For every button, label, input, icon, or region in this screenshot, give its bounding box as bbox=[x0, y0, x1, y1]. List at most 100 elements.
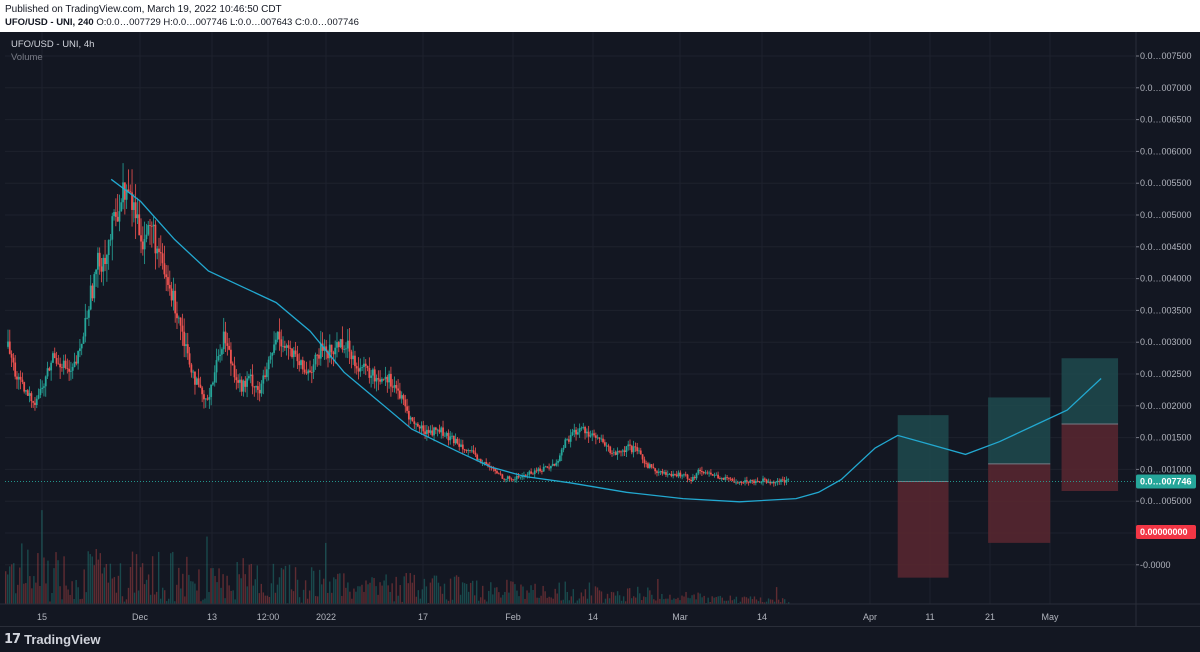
volume-bar bbox=[241, 578, 242, 604]
candle-body bbox=[554, 464, 556, 466]
price-chart[interactable]: 0.0…0075000.0…0070000.0…0065000.0…006000… bbox=[0, 32, 1200, 626]
long-position-target-zone bbox=[1062, 358, 1119, 424]
volume-bar bbox=[104, 567, 105, 604]
candle-body bbox=[248, 376, 250, 378]
candle-body bbox=[250, 375, 252, 376]
candle-body bbox=[377, 378, 379, 379]
volume-bar bbox=[462, 582, 463, 604]
volume-bar bbox=[540, 596, 541, 604]
volume-bar bbox=[458, 577, 459, 604]
tradingview-logo[interactable]: 𝟭𝟳 TradingView bbox=[4, 631, 100, 647]
candle-body bbox=[514, 479, 516, 480]
volume-bar bbox=[637, 587, 638, 604]
candle-body bbox=[455, 439, 457, 443]
candle-body bbox=[685, 474, 687, 475]
volume-bar bbox=[345, 588, 346, 604]
candle-body bbox=[582, 427, 584, 428]
volume-bar bbox=[349, 592, 350, 604]
candle-body bbox=[421, 425, 423, 428]
candle-body bbox=[564, 439, 566, 447]
candle-body bbox=[374, 369, 376, 381]
candle-body bbox=[183, 332, 185, 346]
volume-bar bbox=[343, 573, 344, 604]
volume-bar bbox=[476, 581, 477, 604]
candle-body bbox=[115, 212, 117, 217]
volume-bar bbox=[623, 596, 624, 604]
volume-bar bbox=[768, 598, 769, 604]
volume-bar bbox=[369, 583, 370, 604]
candle-body bbox=[30, 393, 32, 401]
volume-bar bbox=[633, 596, 634, 604]
candle-body bbox=[431, 430, 433, 435]
candle-body bbox=[519, 477, 521, 478]
volume-bar bbox=[685, 592, 686, 604]
chart-legend-volume[interactable]: Volume bbox=[11, 52, 43, 63]
volume-bar bbox=[188, 575, 189, 604]
volume-bar bbox=[355, 592, 356, 604]
candle-body bbox=[223, 332, 225, 350]
candle-body bbox=[473, 450, 475, 452]
time-axis-label: 12:00 bbox=[257, 612, 280, 622]
volume-bar bbox=[363, 592, 364, 604]
volume-bar bbox=[778, 600, 779, 604]
volume-bar bbox=[309, 590, 310, 604]
candle-body bbox=[705, 473, 707, 474]
candle-body bbox=[255, 386, 257, 387]
candle-body bbox=[171, 289, 173, 301]
volume-bar bbox=[150, 595, 151, 604]
candle-body bbox=[189, 353, 191, 364]
volume-bar bbox=[305, 580, 306, 604]
volume-bar bbox=[130, 567, 131, 604]
volume-bar bbox=[45, 583, 46, 604]
volume-bar bbox=[178, 568, 179, 604]
volume-bar bbox=[63, 556, 64, 604]
volume-bar bbox=[444, 584, 445, 604]
candle-body bbox=[555, 463, 557, 466]
long-position-target-zone bbox=[898, 415, 949, 481]
volume-bar bbox=[69, 595, 70, 604]
volume-bar bbox=[760, 597, 761, 604]
volume-bar bbox=[579, 599, 580, 604]
candle-body bbox=[181, 326, 183, 332]
volume-bar bbox=[701, 597, 702, 604]
volume-bar bbox=[7, 574, 8, 604]
volume-bar bbox=[238, 574, 239, 604]
candle-body bbox=[678, 473, 680, 477]
volume-bar bbox=[641, 600, 642, 604]
candle-body bbox=[120, 202, 122, 211]
candle-body bbox=[70, 371, 72, 372]
candle-body bbox=[270, 356, 272, 360]
volume-bar bbox=[454, 577, 455, 604]
candle-body bbox=[230, 350, 232, 364]
volume-bar bbox=[669, 595, 670, 604]
volume-bar bbox=[31, 588, 32, 604]
volume-bar bbox=[522, 587, 523, 604]
ohlc-low: L:0.0…007643 bbox=[230, 17, 292, 28]
candle-body bbox=[356, 366, 358, 368]
volume-bar bbox=[691, 595, 692, 604]
volume-bar bbox=[450, 579, 451, 604]
candle-body bbox=[744, 480, 746, 482]
volume-bar bbox=[319, 570, 320, 604]
chart-legend-title[interactable]: UFO/USD - UNI, 4h bbox=[11, 39, 94, 50]
candle-body bbox=[225, 332, 227, 344]
candle-body bbox=[385, 377, 387, 379]
volume-bar bbox=[492, 594, 493, 604]
volume-bar bbox=[434, 576, 435, 604]
volume-bar bbox=[116, 593, 117, 604]
candle-body bbox=[701, 471, 703, 472]
volume-bar bbox=[671, 600, 672, 604]
candle-body bbox=[670, 474, 672, 476]
candle-body bbox=[573, 430, 575, 432]
volume-bar bbox=[784, 599, 785, 604]
volume-bar bbox=[347, 582, 348, 604]
candle-body bbox=[764, 479, 766, 480]
candle-body bbox=[119, 211, 121, 221]
volume-bar bbox=[277, 585, 278, 604]
volume-bar bbox=[196, 590, 197, 604]
candle-body bbox=[545, 466, 547, 467]
volume-bar bbox=[464, 583, 465, 604]
volume-bar bbox=[214, 576, 215, 604]
candle-body bbox=[45, 376, 47, 386]
